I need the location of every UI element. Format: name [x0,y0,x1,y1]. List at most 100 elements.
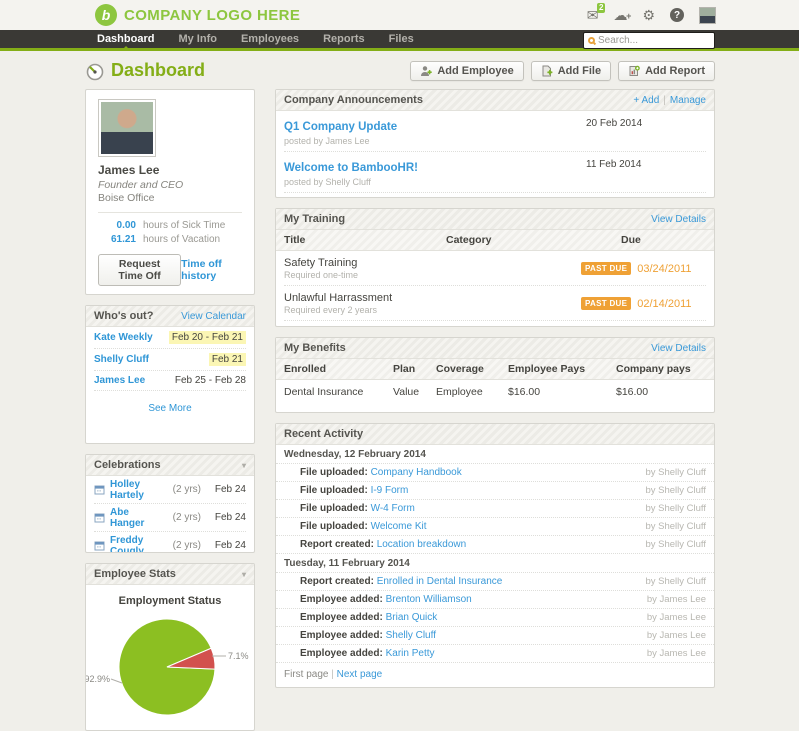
activity-row: File uploaded: Welcome Kit by Shelly Clu… [276,518,714,536]
profile-photo[interactable] [98,99,156,157]
divider [98,212,242,213]
messages-icon[interactable]: ✉ 2 [586,3,606,23]
announcement-link[interactable]: Welcome to BambooHR! [284,162,418,174]
announcement-byline: posted by James Lee [284,136,370,146]
activity-date-group: Wednesday, 12 February 2014 [276,445,714,464]
request-time-off-button[interactable]: Request Time Off [98,254,182,286]
whos-out-row: Kate Weekly Feb 20 - Feb 21 [94,327,246,349]
time-off-history-link[interactable]: Time off history [181,258,222,282]
activity-link[interactable]: Company Handbook [370,467,462,478]
employee-stats-title: Employee Stats [94,568,176,580]
employee-link[interactable]: Freddy Cougly [110,534,144,553]
activity-author: by Shelly Cluff [645,539,706,550]
years-label: (2 yrs) [172,512,201,523]
activity-link[interactable]: I-9 Form [370,485,409,496]
add-announcement-link[interactable]: + Add [633,94,660,106]
activity-row: Report created: Location breakdown by Sh… [276,536,714,554]
activity-link[interactable]: Shelly Cluff [385,630,436,641]
benefits-title: My Benefits [284,342,346,354]
activity-row: File uploaded: Company Handbook by Shell… [276,464,714,482]
sick-time-value: 0.00 [116,220,136,231]
tab-reports[interactable]: Reports [323,33,365,45]
benefit-employee-pays: $16.00 [508,386,541,398]
activity-action: Report created: [300,539,374,550]
search-input[interactable] [598,35,710,46]
tab-employees[interactable]: Employees [240,33,300,45]
profile-card: James Lee Founder and CEO Boise Office 0… [85,89,255,295]
tab-my-info[interactable]: My Info [178,33,217,45]
employee-link[interactable]: Abe Hanger [110,506,145,529]
activity-action: Employee added: [300,648,383,659]
company-logo[interactable]: b COMPANY LOGO HERE [95,4,300,26]
activity-pagination: First page | Next page [284,669,383,680]
training-view-details-link[interactable]: View Details [651,213,706,225]
benefits-view-details-link[interactable]: View Details [651,342,706,354]
next-page-link[interactable]: Next page [336,669,383,680]
out-dates: Feb 21 [208,353,246,366]
past-due-badge: PAST DUE [581,262,632,275]
add-report-icon [629,65,640,76]
activity-link[interactable]: Brenton Williamson [385,594,472,605]
page-header: Dashboard Add Employee Add File [85,51,715,89]
benefit-row: Dental Insurance Value Employee $16.00 $… [284,380,706,404]
celebration-row: Freddy Cougly (2 yrs) Feb 24 [94,532,246,553]
whos-out-panel: Who's out? View Calendar Kate Weekly Feb… [85,305,255,444]
activity-link[interactable]: Karin Petty [385,648,435,659]
activity-row: File uploaded: W-4 Form by Shelly Cluff [276,500,714,518]
benefit-plan: Value [393,386,420,398]
employee-link[interactable]: Kate Weekly [94,332,153,343]
activity-action: File uploaded: [300,521,368,532]
whos-out-title: Who's out? [94,310,154,322]
search-icon [588,37,595,44]
see-more-link[interactable]: See More [148,403,192,414]
activity-action: Employee added: [300,594,383,605]
activity-action: Report created: [300,576,374,587]
employee-link[interactable]: Shelly Cluff [94,354,150,365]
chevron-down-icon[interactable]: ▾ [241,569,246,579]
years-label: (2 yrs) [172,540,201,551]
view-calendar-link[interactable]: View Calendar [181,310,246,322]
activity-author: by James Lee [646,630,706,641]
header-icon-group: ✉ 2 ☁ + ⚙ ? [586,3,716,24]
tab-files[interactable]: Files [388,33,414,45]
recent-activity-title: Recent Activity [284,428,364,440]
settings-gear-icon[interactable]: ⚙ [642,7,655,23]
tab-dashboard[interactable]: Dashboard [95,30,156,51]
activity-action: Employee added: [300,612,383,623]
celebration-date: Feb 24 [214,512,246,523]
employee-link[interactable]: Holley Hartely [110,478,144,501]
announcement-link[interactable]: Q1 Company Update [284,121,398,133]
celebration-row: Holley Hartely (2 yrs) Feb 24 [94,476,246,504]
cloud-add-icon[interactable]: ☁ + [613,7,632,23]
training-column-headers: Title Category Due [276,230,714,251]
celebration-row: Abe Hanger (2 yrs) Feb 24 [94,504,246,532]
activity-link[interactable]: Enrolled in Dental Insurance [376,576,503,587]
add-file-button[interactable]: Add File [530,60,612,81]
sick-time-row: 0.00 hours of Sick Time [98,220,242,231]
help-icon[interactable]: ? [670,8,684,22]
logo-text: COMPANY LOGO HERE [124,6,301,24]
activity-link[interactable]: Location breakdown [376,539,467,550]
column-company-pays: Company pays [616,363,691,375]
add-employee-button[interactable]: Add Employee [410,60,524,81]
user-avatar[interactable] [699,6,716,24]
activity-link[interactable]: Welcome Kit [370,521,427,532]
training-frequency: Required one-time [284,270,359,280]
dashboard-gauge-icon [86,63,104,80]
chevron-down-icon[interactable]: ▾ [241,460,246,470]
profile-job-title: Founder and CEO [98,179,184,191]
pie-label-large: 92.9% [86,674,110,684]
logo-icon: b [95,4,117,26]
training-frequency: Required every 2 years [284,305,378,315]
column-enrolled: Enrolled [284,363,327,375]
activity-row: Employee added: Brian Quick by James Lee [276,609,714,627]
training-row: Safety Training Required one-time PAST D… [284,251,706,286]
add-report-button[interactable]: Add Report [618,60,715,81]
page-actions: Add Employee Add File Add Report [410,60,715,81]
activity-link[interactable]: W-4 Form [370,503,415,514]
search-box[interactable] [583,32,715,49]
manage-announcements-link[interactable]: Manage [669,94,706,106]
vacation-value: 61.21 [110,234,136,245]
activity-link[interactable]: Brian Quick [385,612,438,623]
employee-link[interactable]: James Lee [94,375,146,386]
